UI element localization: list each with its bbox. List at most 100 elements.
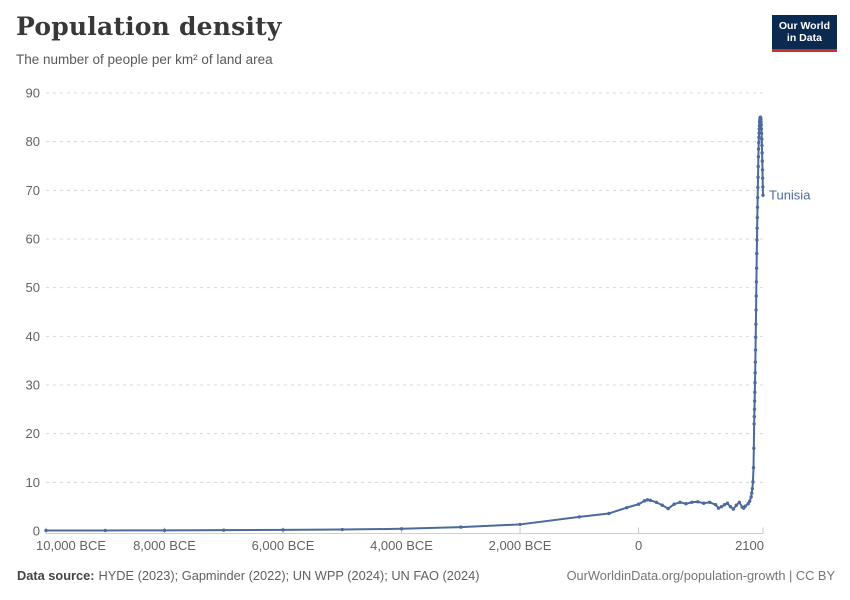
data-point[interactable]: [760, 159, 764, 163]
y-tick-label: 60: [26, 232, 40, 247]
data-point[interactable]: [722, 503, 727, 507]
data-point[interactable]: [607, 511, 611, 516]
data-point[interactable]: [753, 348, 758, 352]
data-point[interactable]: [459, 525, 463, 529]
series-tunisia[interactable]: Tunisia: [44, 115, 811, 533]
data-point[interactable]: [761, 185, 765, 189]
x-tick-label: 6,000 BCE: [252, 538, 315, 553]
data-point[interactable]: [753, 390, 757, 394]
data-point[interactable]: [648, 498, 653, 503]
data-point[interactable]: [731, 507, 736, 511]
data-point[interactable]: [750, 486, 755, 491]
data-point[interactable]: [645, 498, 650, 502]
x-tick-label: 2,000 BCE: [489, 538, 552, 553]
data-point[interactable]: [757, 140, 761, 145]
data-point[interactable]: [757, 135, 761, 139]
data-point[interactable]: [755, 226, 759, 230]
y-tick-label: 30: [26, 378, 40, 393]
data-point[interactable]: [753, 360, 758, 364]
chart-title: Population density: [16, 12, 282, 41]
data-point[interactable]: [752, 422, 756, 426]
data-point[interactable]: [761, 193, 765, 197]
data-point[interactable]: [636, 502, 641, 506]
data-point[interactable]: [749, 495, 753, 499]
data-point[interactable]: [755, 238, 759, 242]
chart-footer: Data source: HYDE (2023); Gapminder (2022…: [17, 568, 835, 583]
data-point[interactable]: [759, 123, 763, 127]
data-point[interactable]: [103, 528, 107, 533]
data-point[interactable]: [281, 528, 285, 532]
data-point[interactable]: [754, 266, 759, 270]
data-point[interactable]: [756, 155, 761, 159]
data-point[interactable]: [678, 500, 682, 504]
data-point[interactable]: [690, 500, 694, 504]
data-point[interactable]: [713, 503, 718, 507]
data-point[interactable]: [743, 504, 747, 508]
data-point[interactable]: [756, 175, 760, 179]
data-point[interactable]: [759, 127, 764, 131]
data-point[interactable]: [760, 176, 765, 180]
data-point[interactable]: [760, 168, 765, 172]
data-point[interactable]: [756, 164, 760, 169]
data-point[interactable]: [755, 251, 759, 256]
data-point[interactable]: [625, 505, 629, 510]
data-point[interactable]: [760, 151, 764, 155]
data-source-label: Data source:: [17, 568, 95, 583]
data-point[interactable]: [754, 322, 758, 326]
data-point[interactable]: [750, 491, 754, 495]
entity-label[interactable]: Tunisia: [769, 188, 811, 203]
data-point[interactable]: [162, 528, 167, 533]
data-point[interactable]: [725, 501, 730, 505]
data-point[interactable]: [734, 503, 739, 507]
data-point[interactable]: [654, 500, 659, 504]
data-point[interactable]: [759, 118, 763, 122]
data-point[interactable]: [702, 501, 706, 505]
data-point[interactable]: [696, 500, 700, 504]
data-point[interactable]: [752, 414, 756, 419]
data-point[interactable]: [577, 515, 582, 519]
data-point[interactable]: [751, 466, 756, 470]
data-point[interactable]: [759, 131, 764, 136]
data-point[interactable]: [707, 500, 712, 504]
data-point[interactable]: [755, 195, 760, 200]
data-point[interactable]: [755, 205, 760, 210]
y-gridlines: [46, 92, 763, 483]
chart-subtitle: The number of people per km² of land are…: [16, 52, 273, 67]
data-point[interactable]: [672, 502, 676, 506]
data-point[interactable]: [755, 215, 760, 220]
series-line[interactable]: [45, 116, 764, 532]
data-point[interactable]: [754, 280, 759, 284]
data-point[interactable]: [756, 185, 760, 190]
data-point[interactable]: [660, 503, 664, 507]
data-point[interactable]: [759, 120, 763, 124]
data-point[interactable]: [666, 506, 670, 511]
data-point[interactable]: [760, 143, 764, 148]
data-point[interactable]: [751, 480, 755, 484]
data-point[interactable]: [753, 371, 757, 375]
data-point[interactable]: [642, 499, 647, 503]
data-point[interactable]: [754, 335, 758, 340]
attribution-link[interactable]: OurWorldinData.org/population-growth | C…: [566, 568, 835, 583]
data-point[interactable]: [746, 502, 750, 506]
data-point[interactable]: [399, 527, 404, 531]
data-point[interactable]: [716, 506, 721, 510]
data-point[interactable]: [44, 528, 48, 533]
data-point[interactable]: [756, 147, 761, 151]
data-point[interactable]: [747, 499, 752, 504]
data-point[interactable]: [719, 504, 724, 509]
data-point[interactable]: [760, 137, 764, 141]
data-point[interactable]: [752, 407, 757, 412]
data-point[interactable]: [752, 399, 757, 403]
data-point[interactable]: [222, 528, 226, 532]
data-point[interactable]: [754, 308, 758, 312]
data-point[interactable]: [340, 527, 344, 532]
data-point[interactable]: [737, 500, 741, 504]
data-point[interactable]: [754, 294, 758, 298]
data-point[interactable]: [518, 522, 522, 527]
data-point[interactable]: [684, 502, 688, 506]
data-point[interactable]: [753, 380, 757, 385]
data-point[interactable]: [752, 446, 756, 450]
data-point[interactable]: [728, 504, 733, 509]
